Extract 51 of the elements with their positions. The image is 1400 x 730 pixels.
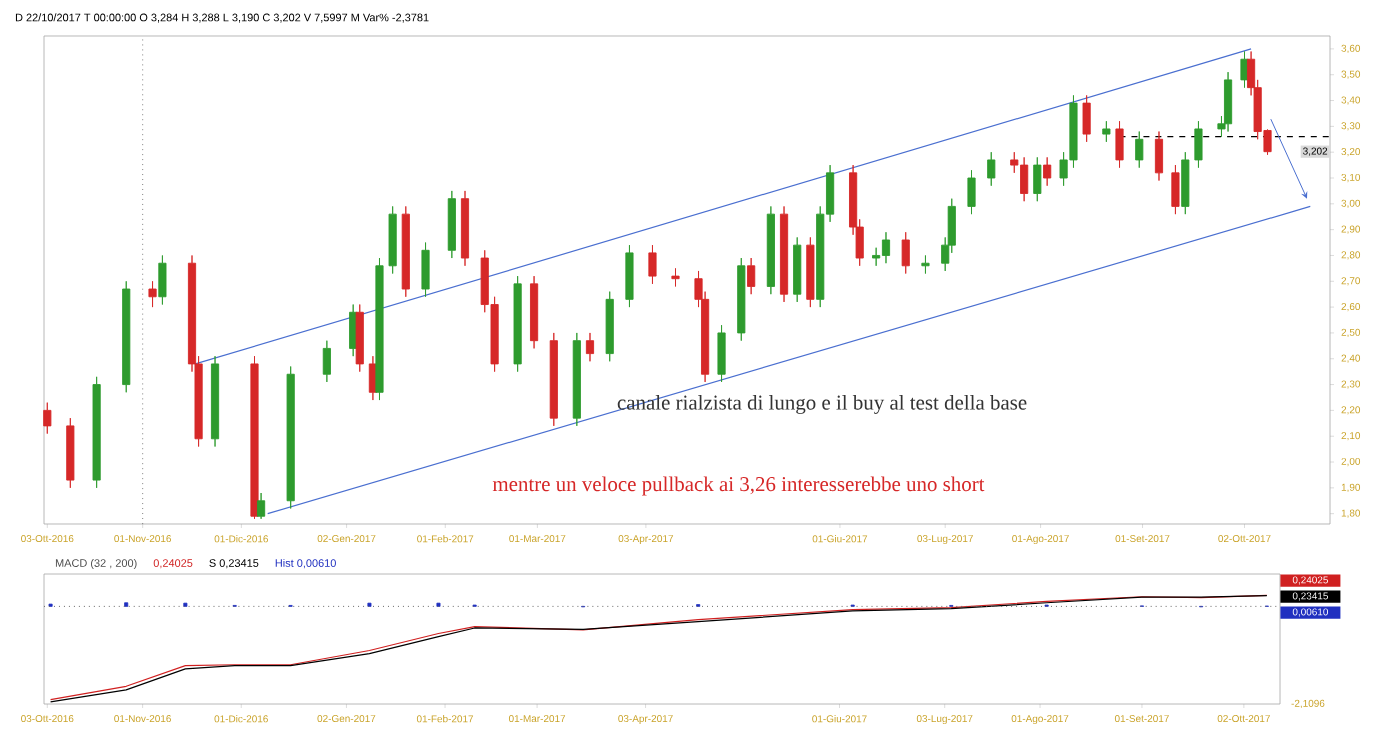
candlestick [421,242,430,298]
candlestick [549,332,558,427]
candlestick [1043,156,1052,187]
candlestick [158,255,167,305]
candlestick [1223,71,1233,132]
candlestick [286,366,295,509]
candlestick [671,267,680,287]
candlestick [257,492,266,520]
candlestick [375,257,384,401]
candlestick [967,169,976,215]
candlestick [1115,120,1124,169]
candlestick [572,332,581,427]
candlestick [322,340,331,383]
candlestick [401,205,410,298]
candlestick [793,236,802,303]
candlestick [747,257,756,295]
candlestick [1082,94,1091,143]
candlestick [447,190,456,259]
candlestick [737,257,746,342]
candlestick [1181,151,1190,215]
candlestick [766,205,775,295]
candlestick [806,236,815,308]
candlestick [530,275,539,349]
candlestick [1154,131,1164,182]
candlestick [513,275,522,373]
candlestick [1102,120,1111,143]
candlestick [460,190,470,267]
candlestick [585,332,595,362]
candlestick [92,376,101,489]
candlestick [250,355,259,520]
candlestick [605,291,614,362]
candlestick [648,244,657,285]
candlestick [355,304,364,373]
candlestick [1240,51,1249,89]
candlestick [625,244,634,308]
candlestick [1033,156,1042,202]
candlestick [388,205,397,274]
candlestick [210,355,220,447]
candlestick [987,151,996,187]
candlestick [66,417,75,489]
annotation: mentre un veloce pullback ai 3,26 interesserebbe uno short [492,476,985,496]
candlestick [148,280,157,308]
candlestick [921,255,930,274]
candlestick [901,231,910,274]
candlestick [717,324,726,383]
candlestick [122,280,131,393]
candlestick [1171,164,1180,215]
candlestick [779,205,789,303]
candlestick [1194,120,1203,169]
candlestick [1135,131,1144,169]
candlestick [43,402,52,435]
